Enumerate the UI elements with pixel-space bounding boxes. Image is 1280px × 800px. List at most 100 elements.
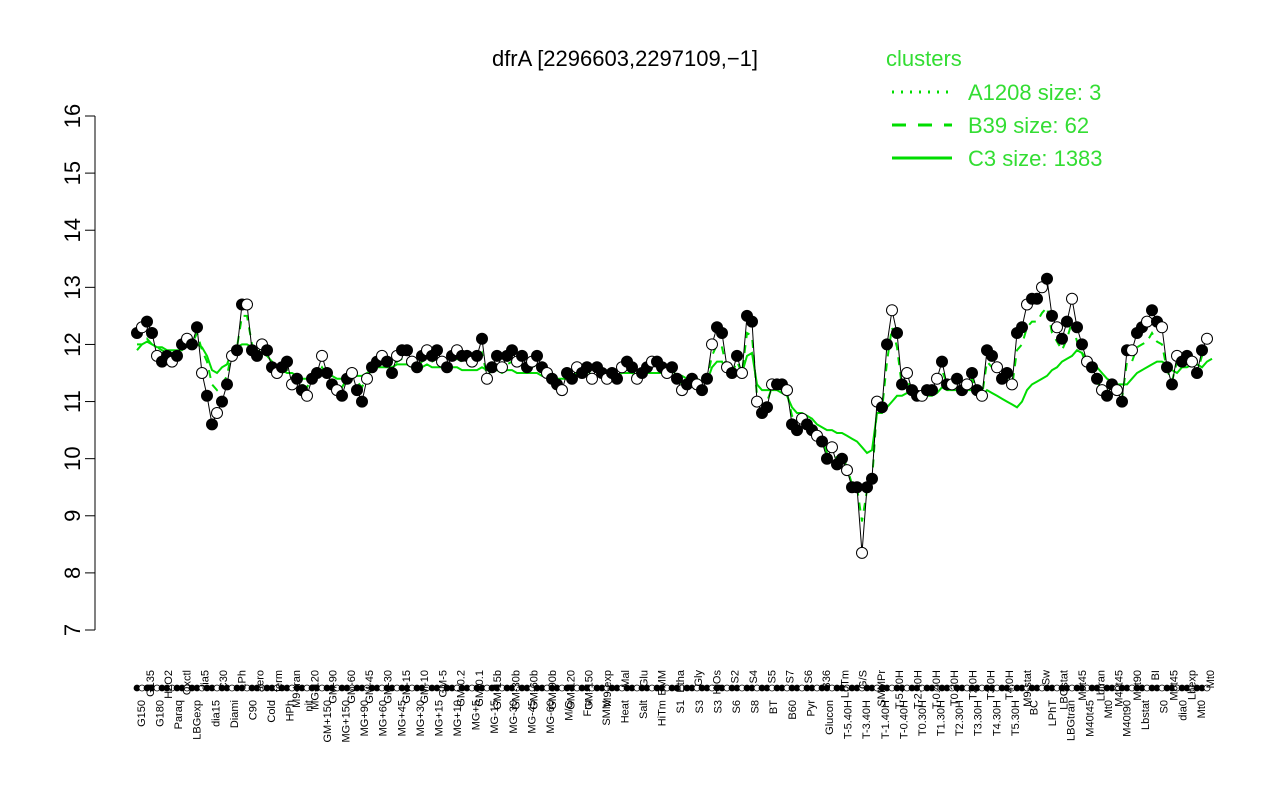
data-point xyxy=(381,355,393,368)
x-tick-label: S5 xyxy=(766,670,778,683)
x-tick-label: nit xyxy=(303,700,315,712)
data-point xyxy=(701,372,713,385)
data-point xyxy=(1076,338,1088,351)
data-point xyxy=(1041,272,1053,285)
x-tick-label: T2.30H xyxy=(954,700,966,736)
x-tick-label: T3.0H xyxy=(986,670,998,700)
x-tick-label: GM-15b xyxy=(492,670,504,710)
chart-title: dfrA [2296603,2297109,−1] xyxy=(492,46,758,71)
x-tick-label: BI xyxy=(1150,670,1162,680)
data-point xyxy=(261,344,273,357)
x-tick-label: GM-60 xyxy=(346,670,358,704)
legend-label: C3 size: 1383 xyxy=(968,146,1103,171)
data-point xyxy=(991,361,1003,374)
data-point xyxy=(1141,315,1153,328)
x-tick-label: MG+90 xyxy=(359,700,371,736)
x-tick-label: SMMPr xyxy=(876,670,888,707)
data-point xyxy=(1101,389,1113,402)
x-tick-label: HiOs xyxy=(711,670,723,695)
data-point xyxy=(186,338,198,351)
x-tick-label: GM-30 xyxy=(382,670,394,704)
x-tick-label: C30 xyxy=(218,670,230,690)
x-tick-label: dia5 xyxy=(200,670,212,691)
data-point xyxy=(696,384,708,397)
data-point xyxy=(581,361,593,374)
data-point xyxy=(291,372,303,385)
data-point xyxy=(891,327,903,339)
data-point xyxy=(251,349,263,362)
x-tick-label: Lbexp xyxy=(1187,670,1199,700)
x-tick-label: S2 xyxy=(730,670,742,683)
data-point xyxy=(1156,321,1168,334)
data-point xyxy=(471,349,483,362)
y-tick-label: 14 xyxy=(60,218,85,242)
x-tick-label: GM-60b xyxy=(529,670,541,710)
data-point xyxy=(336,389,348,402)
x-tick-label: ferm xyxy=(273,670,285,692)
x-tick-label: S3 xyxy=(712,700,724,713)
data-point xyxy=(351,384,363,397)
x-tick-label: T4.30H xyxy=(991,700,1003,736)
data-point xyxy=(896,378,908,391)
x-tick-label: M0t90 xyxy=(1132,670,1144,701)
data-point xyxy=(281,355,293,368)
x-tick-label: HPh xyxy=(285,700,297,721)
x-tick-label: LBGtran xyxy=(1066,700,1078,741)
x-tick-label: G135 xyxy=(145,670,157,697)
data-point xyxy=(706,338,718,351)
data-point xyxy=(476,332,488,345)
data-point xyxy=(1056,332,1068,345)
data-point xyxy=(781,384,793,397)
y-tick-label: 13 xyxy=(60,275,85,299)
x-tick-label: Sw xyxy=(1040,670,1052,685)
y-tick-label: 9 xyxy=(60,510,85,522)
data-point xyxy=(1006,378,1018,391)
x-tick-label: Diami xyxy=(229,700,241,728)
data-point xyxy=(856,546,868,559)
x-tick-label: GM-90 xyxy=(328,670,340,704)
data-point xyxy=(196,367,208,379)
data-point xyxy=(976,389,988,402)
x-tick-label: M40t45 xyxy=(1114,670,1126,707)
data-point xyxy=(816,435,828,448)
data-point xyxy=(1066,292,1078,305)
data-point xyxy=(1091,372,1103,385)
x-tick-label: MG+30 xyxy=(415,700,427,736)
x-tick-label: LBGexp xyxy=(192,700,204,740)
data-point xyxy=(361,372,373,385)
data-point xyxy=(746,315,758,328)
data-point xyxy=(171,349,183,362)
x-tick-label: S6 xyxy=(803,670,815,683)
x-tick-label: aero xyxy=(255,670,267,692)
x-tick-label: T0.30H xyxy=(949,670,961,706)
data-point xyxy=(836,452,848,465)
x-tick-label: GM-0.2 xyxy=(456,670,468,707)
data-point xyxy=(431,344,443,357)
x-tick-label: S7 xyxy=(785,670,797,683)
x-tick-label: MG+10 xyxy=(452,700,464,736)
data-point xyxy=(221,378,233,391)
x-tick-label: LBGstat xyxy=(1059,670,1071,710)
y-tick-label: 10 xyxy=(60,446,85,470)
x-tick-label: MG-60 xyxy=(545,700,557,734)
x-tick-label: S6 xyxy=(731,700,743,713)
data-point xyxy=(761,401,773,414)
data-point xyxy=(201,389,213,402)
data-point xyxy=(556,384,568,397)
data-point xyxy=(491,349,503,362)
x-tick-label: MG-30 xyxy=(508,700,520,734)
x-tick-label: LPh xyxy=(236,670,248,690)
x-tick-label: GM-120 xyxy=(565,670,577,710)
data-points xyxy=(131,272,1213,559)
x-tick-label: S3 xyxy=(694,700,706,713)
data-point xyxy=(1201,332,1213,345)
data-point xyxy=(191,321,203,334)
c3-series-line xyxy=(137,340,1213,455)
x-tick-label: Pyr xyxy=(805,700,817,717)
data-point xyxy=(1031,292,1043,305)
x-tick-label: M0t45 xyxy=(1077,670,1089,701)
data-point xyxy=(1071,321,1083,334)
x-tick-label: T4.0H xyxy=(1004,670,1016,700)
x-tick-label: BT xyxy=(768,700,780,714)
x-tick-label: G/S xyxy=(858,670,870,689)
